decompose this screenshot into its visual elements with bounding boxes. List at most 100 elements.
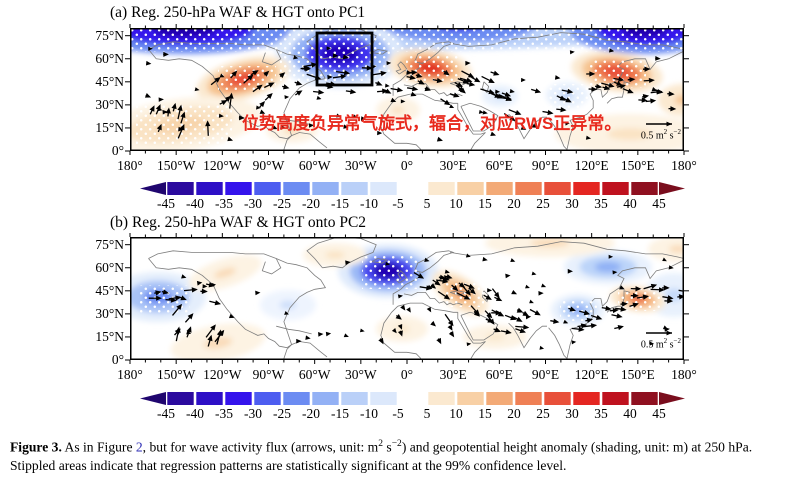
x-tick-label: 90°W <box>252 158 285 173</box>
x-tick-label: 150°E <box>620 367 655 382</box>
colorbar-tick-label: -15 <box>331 196 349 211</box>
x-tick-label: 60°W <box>298 158 331 173</box>
colorbar-tick-label: 25 <box>536 406 550 421</box>
ref-label-sup: −2 <box>673 337 681 345</box>
colorbar-strip <box>140 392 685 405</box>
annotation-chinese-text: 位势高度负异常气旋式，辐合，对应RWS正异常。 <box>242 114 622 133</box>
colorbar-tick-label: 45 <box>652 196 666 211</box>
x-tick-label: 120°W <box>203 158 242 173</box>
colorbar-a: -45 -40 -35 -30 -25 -20 -15 -10 -5 5 10 15 20 25 30 35 4… <box>140 182 685 216</box>
x-tick-label: 150°W <box>156 158 196 173</box>
colorbar-tick-label: 5 <box>423 196 431 211</box>
caption-text: , but for wave activity flux (arrows, un… <box>142 439 379 455</box>
colorbar-tick-label: -40 <box>186 196 204 211</box>
y-tick-label: 0° <box>111 143 124 158</box>
x-tick-label: 180° <box>671 158 697 173</box>
colorbar-tick-label: 10 <box>449 406 463 421</box>
y-tick-label: 15°N <box>95 119 124 135</box>
y-tick-label: 15°N <box>95 328 124 344</box>
highlight-box <box>315 31 374 87</box>
colorbar-tick-label: -30 <box>244 406 262 421</box>
y-tick-label: 75°N <box>95 236 124 252</box>
colorbar-tick-label: 5 <box>423 406 431 421</box>
y-tick-label: 45°N <box>95 73 124 89</box>
x-tick-label: 120°E <box>574 158 609 173</box>
colorbar-tick-label: 15 <box>478 406 492 421</box>
panel-b-title: (b) Reg. 250-hPa WAF & HGT onto PC2 <box>110 214 367 231</box>
caption-text: As in Figure <box>61 439 136 455</box>
ref-label-part: 0.5 m <box>640 339 664 351</box>
panel-a-plot <box>125 24 689 155</box>
x-tick-label: 120°W <box>203 367 242 382</box>
y-tick-label: 60°N <box>95 259 124 275</box>
colorbar-tick-label: -30 <box>244 196 262 211</box>
colorbar-tick-label: 40 <box>623 406 637 421</box>
colorbar-tick-label: -10 <box>360 196 378 211</box>
caption-text: s <box>383 439 392 455</box>
colorbar-tick-label: 15 <box>478 196 492 211</box>
colorbar-tick-label: -25 <box>273 196 291 211</box>
y-tick-label: 75°N <box>95 27 124 43</box>
colorbar-tick-label: -45 <box>157 406 175 421</box>
colorbar-tick-label: 35 <box>594 406 608 421</box>
x-tick-label: 180° <box>671 367 697 382</box>
ref-label-sup: −2 <box>673 128 681 136</box>
colorbar-b: -45 -40 -35 -30 -25 -20 -15 -10 -5 5 10 15 20 25 30 35 4… <box>140 392 685 426</box>
colorbar-tick-label: -5 <box>392 196 404 211</box>
panel-b-plot <box>125 233 689 364</box>
y-tick-label: 45°N <box>95 282 124 298</box>
caption-figure-label: Figure 3. <box>10 439 62 455</box>
ref-label-part: s <box>667 130 674 142</box>
panel-a-map: 位势高度负异常气旋式，辐合，对应RWS正异常。 0.5 m2 s−2 <box>125 24 689 155</box>
x-tick-label: 30°E <box>439 367 467 382</box>
colorbar-tick-label: -10 <box>360 406 378 421</box>
colorbar-tick-label: -15 <box>331 406 349 421</box>
x-tick-label: 60°E <box>485 158 513 173</box>
caption-text: ) and geopotential height anomaly (shadi… <box>10 439 753 473</box>
colorbar-tick-label: 40 <box>623 196 637 211</box>
x-tick-label: 180° <box>117 158 143 173</box>
panel-b-reference-arrow-label: 0.5 m2 s−2 <box>641 337 681 350</box>
x-tick-label: 90°E <box>531 158 560 173</box>
colorbar-tick-label: 20 <box>507 406 521 421</box>
x-tick-label: 90°W <box>252 367 285 382</box>
ref-label-part: 0.5 m <box>640 130 664 142</box>
x-tick-label: 0° <box>400 158 414 173</box>
colorbar-tick-label: -25 <box>273 406 291 421</box>
y-tick-label: 60°N <box>95 50 124 66</box>
colorbar-tick-label: 45 <box>652 406 666 421</box>
figure-2-link[interactable]: 2 <box>135 439 143 455</box>
panel-a-reference-arrow-label: 0.5 m2 s−2 <box>641 128 681 141</box>
panel-b-map: 0.5 m2 s−2 <box>125 233 689 364</box>
x-tick-label: 180° <box>117 367 143 382</box>
x-tick-label: 60°W <box>298 367 331 382</box>
x-tick-label: 90°E <box>531 367 560 382</box>
colorbar-tick-label: -35 <box>215 196 233 211</box>
y-tick-label: 30°N <box>95 96 124 112</box>
x-tick-label: 30°E <box>439 158 467 173</box>
colorbar-strip <box>140 182 685 195</box>
x-tick-label: 30°W <box>345 367 377 382</box>
ref-label-sup: 2 <box>663 128 668 136</box>
colorbar-tick-label: -20 <box>302 406 320 421</box>
caption-sup: 2 <box>378 439 383 449</box>
colorbar-tick-label: -35 <box>215 406 233 421</box>
x-tick-label: 0° <box>400 367 414 382</box>
colorbar-tick-label: 10 <box>449 196 463 211</box>
x-tick-label: 120°E <box>574 367 609 382</box>
colorbar-tick-label: 30 <box>565 406 579 421</box>
colorbar-tick-label: -45 <box>157 196 175 211</box>
colorbar-tick-label: -5 <box>392 406 404 421</box>
panel-a-title: (a) Reg. 250-hPa WAF & HGT onto PC1 <box>110 4 366 21</box>
x-tick-label: 30°W <box>345 158 377 173</box>
y-tick-label: 0° <box>111 352 124 367</box>
colorbar-tick-label: 30 <box>565 196 579 211</box>
ref-label-part: s <box>667 339 674 351</box>
colorbar-tick-label: 35 <box>594 196 608 211</box>
x-tick-label: 150°E <box>620 158 655 173</box>
x-tick-label: 60°E <box>485 367 513 382</box>
x-tick-label: 150°W <box>156 367 196 382</box>
figure-caption: Figure 3. As in Figure 2, but for wave a… <box>10 438 792 475</box>
colorbar-tick-label: -20 <box>302 196 320 211</box>
